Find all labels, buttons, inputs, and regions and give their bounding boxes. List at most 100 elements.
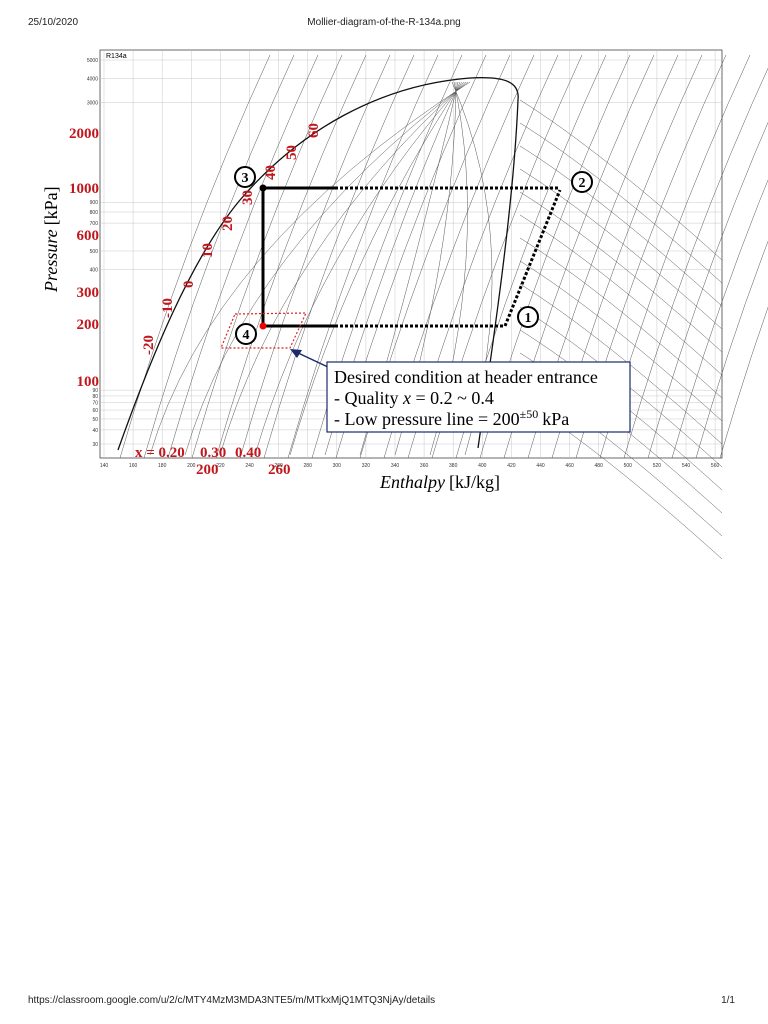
enthalpy-tick: 540	[682, 463, 691, 469]
text-part: = 0.2 ~ 0.4	[411, 388, 494, 408]
temperature-label: 10	[200, 243, 216, 258]
pressure-label: 2000	[69, 126, 99, 142]
state-dot	[259, 322, 267, 330]
quality-line	[254, 81, 465, 456]
isentrope	[647, 121, 768, 459]
enthalpy-tick: 260	[274, 463, 283, 469]
pressure-tick: 3000	[87, 100, 98, 106]
enthalpy-label: 260	[268, 462, 291, 478]
text-part: [kPa]	[41, 186, 61, 225]
pressure-tick: 500	[90, 249, 99, 255]
text-part: - Low pressure line = 200	[334, 409, 520, 429]
chart-name: R134a	[106, 53, 127, 60]
pressure-tick: 900	[90, 200, 99, 206]
saturation-dome	[117, 76, 519, 451]
quality-line	[149, 81, 471, 456]
isentrope	[719, 306, 768, 459]
enthalpy-tick: 280	[304, 463, 313, 469]
enthalpy-tick: 560	[711, 463, 720, 469]
enthalpy-tick: 200	[187, 463, 196, 469]
temperature-label: -10	[160, 298, 176, 318]
print-date: 25/10/2020	[28, 17, 78, 28]
state-label: 4	[243, 328, 250, 343]
target-region	[220, 312, 307, 349]
enthalpy-tick: 340	[391, 463, 400, 469]
temperature-label: 30	[240, 190, 256, 205]
isotherm	[519, 168, 723, 330]
isentrope	[119, 54, 271, 459]
state-label: 1	[525, 311, 532, 326]
axis-title: Enthalpy [kJ/kg]	[379, 472, 500, 492]
pressure-tick: 50	[92, 417, 98, 423]
text-part: x	[402, 388, 411, 408]
page-number: 1/1	[721, 995, 735, 1006]
pressure-tick: 5000	[87, 58, 98, 64]
text-part: ±50	[520, 407, 539, 421]
temperature-label: -20	[141, 335, 157, 355]
callout-line: - Low pressure line = 200±50 kPa	[334, 407, 569, 429]
enthalpy-tick: 460	[565, 463, 574, 469]
enthalpy-tick: 400	[478, 463, 487, 469]
quality-line	[219, 81, 467, 456]
pressure-tick: 70	[92, 400, 98, 406]
quality-label: x = 0.20	[135, 445, 185, 461]
enthalpy-tick: 440	[536, 463, 545, 469]
callout-arrow	[295, 351, 331, 369]
isentrope	[167, 54, 319, 459]
arrow-head	[290, 349, 302, 358]
temperature-label: 20	[220, 216, 236, 231]
pressure-tick: 80	[92, 394, 98, 400]
state-circle	[571, 171, 593, 193]
enthalpy-tick: 160	[129, 463, 138, 469]
enthalpy-tick: 140	[100, 463, 109, 469]
text-part: - Quality	[334, 388, 403, 408]
enthalpy-tick: 320	[362, 463, 371, 469]
enthalpy-tick: 480	[595, 463, 604, 469]
print-title: Mollier-diagram-of-the-R-134a.png	[307, 17, 460, 28]
quality-label: 0.30	[200, 445, 226, 461]
callout-line: - Quality x = 0.2 ~ 0.4	[334, 388, 494, 408]
enthalpy-tick: 180	[158, 463, 167, 469]
enthalpy-tick: 240	[245, 463, 254, 469]
quality-line	[289, 81, 463, 456]
quality-label: 0.40	[235, 445, 261, 461]
state-circle	[235, 323, 257, 345]
pressure-label: 200	[77, 317, 100, 333]
state-points: 1 2 3 4	[234, 166, 593, 345]
isotherm	[519, 99, 723, 261]
enthalpy-tick: 420	[507, 463, 516, 469]
print-url: https://classroom.google.com/u/2/c/MTY4M…	[28, 995, 435, 1006]
state-label: 2	[579, 176, 586, 191]
pressure-tick: 800	[90, 210, 99, 216]
callout-line: Desired condition at header entrance	[334, 367, 598, 387]
cycle	[220, 184, 562, 349]
pressure-label: 600	[77, 228, 100, 244]
temperature-label: 40	[263, 165, 279, 180]
text-part: Pressure	[41, 229, 61, 293]
state-circle	[517, 306, 539, 328]
enthalpy-tick: 380	[449, 463, 458, 469]
text-part: Enthalpy	[379, 472, 445, 492]
pressure-tick: 40	[92, 428, 98, 434]
pressure-tick: 700	[90, 221, 99, 227]
enthalpy-tick: 360	[420, 463, 429, 469]
temperature-label: 50	[284, 145, 300, 160]
pressure-tick: 90	[92, 388, 98, 394]
enthalpy-tick: 520	[653, 463, 662, 469]
isotherm	[519, 145, 723, 307]
enthalpy-tick: 500	[624, 463, 633, 469]
enthalpy-tick: 300	[333, 463, 342, 469]
cycle-line	[503, 189, 562, 327]
pressure-label: 300	[77, 285, 100, 301]
isentrope	[263, 54, 415, 459]
pressure-label: 100	[77, 374, 100, 390]
enthalpy-label: 200	[196, 462, 219, 478]
text-part: [kJ/kg]	[449, 472, 500, 492]
callout-box	[326, 361, 631, 433]
state-dot	[259, 184, 267, 192]
isotherm	[519, 283, 723, 445]
isentrope	[215, 54, 367, 459]
state-label: 3	[242, 171, 249, 186]
isotherm	[519, 191, 723, 353]
